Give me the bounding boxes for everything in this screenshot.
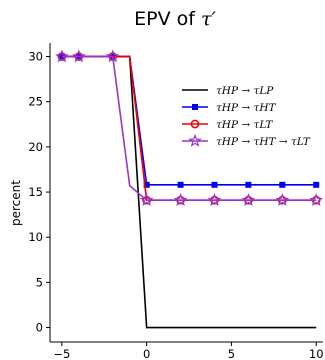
legend-entry: τHP → τLP: [182, 85, 274, 97]
y-tick-label: 10: [28, 230, 43, 244]
chart-title: EPV of τ′: [134, 8, 216, 30]
data-point: [55, 49, 69, 63]
series-4: [55, 49, 324, 207]
legend-marker: [190, 119, 200, 129]
x-tick-label: −5: [53, 347, 70, 360]
legend-entry: τHP → τHT: [182, 102, 276, 114]
y-tick-label: 15: [28, 185, 43, 199]
y-tick-label: 5: [36, 275, 43, 289]
y-tick-label: 0: [36, 321, 43, 335]
series-line: [61, 55, 317, 201]
legend-marker: [188, 133, 202, 147]
series-line: [61, 55, 317, 329]
y-axis-label: percent: [9, 180, 23, 226]
y-tick-label: 25: [28, 95, 43, 109]
legend-label: τHP → τLT: [216, 119, 273, 131]
data-point: [139, 192, 154, 207]
data-point: [313, 181, 320, 188]
data-point: [279, 181, 286, 188]
x-tick-label: 0: [143, 347, 150, 360]
data-point: [241, 192, 256, 207]
x-tick-label: 10: [309, 347, 324, 360]
data-point: [173, 192, 188, 207]
y-tick-label: 20: [28, 140, 43, 154]
data-point: [211, 181, 218, 188]
legend-marker: [192, 104, 198, 110]
legend: τHP → τLP τHP → τHT τHP → τLT τHP → τHT → τ…: [182, 85, 311, 148]
data-point: [245, 181, 252, 188]
series-3: [57, 52, 321, 205]
data-point: [105, 49, 120, 63]
axes: 0 5 10 15 20 25 30 −5 0 5 10: [28, 43, 324, 360]
legend-label: τHP → τHT → τLT: [216, 136, 311, 148]
data-point: [207, 192, 222, 207]
data-point: [177, 181, 184, 188]
legend-label: τHP → τLP: [216, 85, 274, 97]
series-2: [58, 53, 320, 188]
series-1: [61, 55, 317, 329]
data-point: [71, 49, 86, 63]
legend-entry: τHP → τHT → τLT: [182, 133, 311, 148]
data-point: [275, 192, 290, 207]
legend-entry: τHP → τLT: [182, 119, 273, 131]
data-point: [143, 181, 150, 188]
data-point: [58, 53, 65, 60]
series-line: [61, 55, 317, 186]
legend-label: τHP → τHT: [216, 102, 276, 114]
data-point: [309, 192, 324, 207]
x-tick-label: 5: [228, 347, 235, 360]
series-layer: [55, 49, 324, 329]
y-tick-label: 30: [28, 50, 43, 64]
series-line: [61, 55, 317, 201]
